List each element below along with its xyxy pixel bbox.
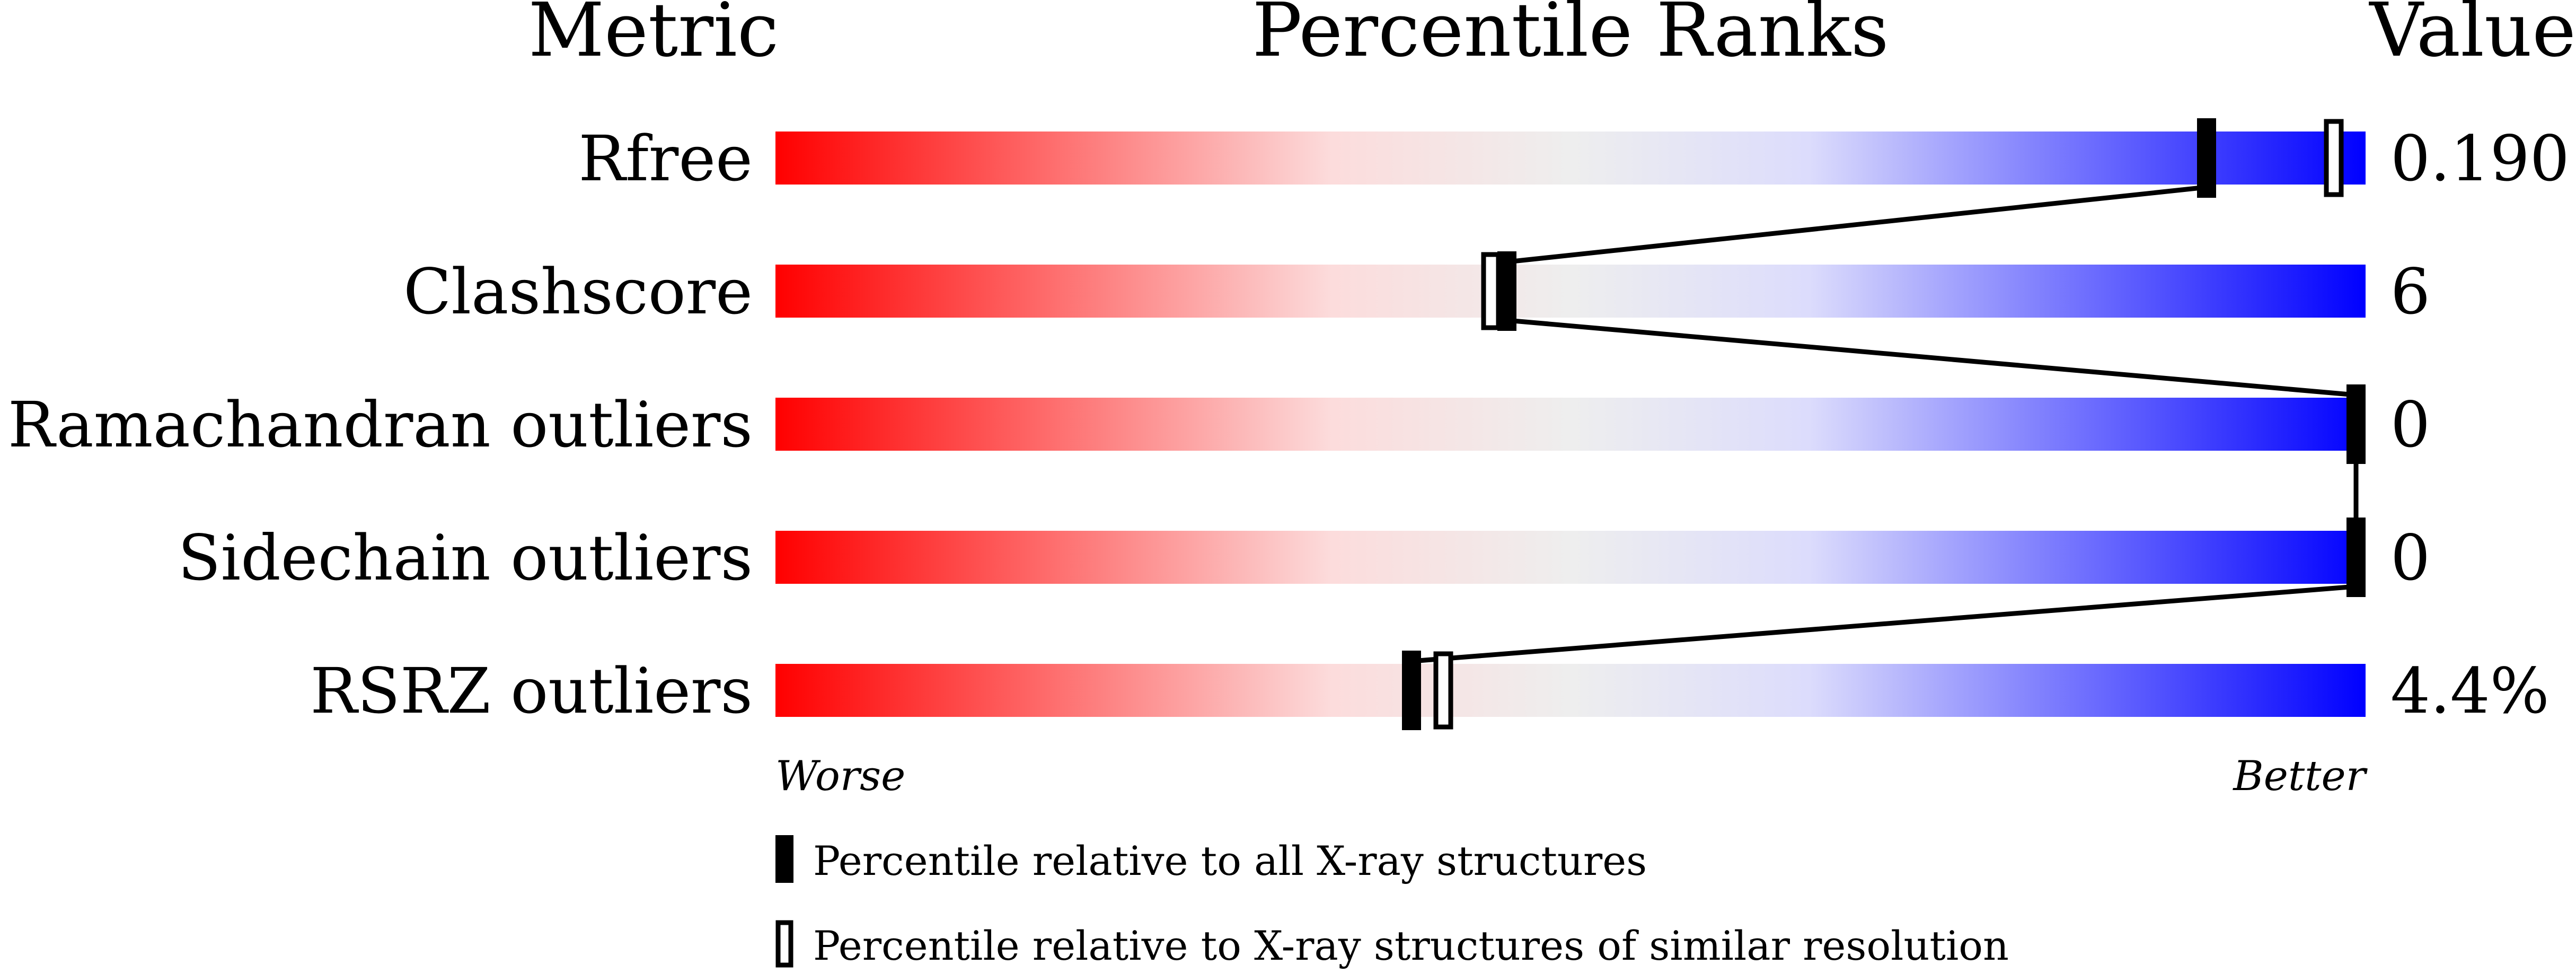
connector-line [1411, 584, 2357, 664]
marker-all-structures [2346, 518, 2366, 597]
metric-label: Ramachandran outliers [8, 388, 753, 461]
marker-similar-resolution [1481, 252, 1501, 330]
legend-filled-marker [775, 835, 793, 883]
percentile-bar [775, 531, 2366, 584]
header-value: Value [2368, 0, 2576, 74]
percentile-bar [775, 265, 2366, 318]
percentile-bar [775, 398, 2366, 451]
marker-all-structures [1402, 651, 1421, 730]
legend-label-all: Percentile relative to all X-ray structu… [813, 837, 1647, 884]
header-percentile: Percentile Ranks [1252, 0, 1889, 74]
connector-line [1506, 318, 2357, 398]
header-metric: Metric [528, 0, 779, 74]
metric-value: 0 [2390, 521, 2430, 594]
marker-all-structures [2346, 384, 2366, 464]
metric-label: Clashscore [403, 255, 753, 328]
metric-label: Sidechain outliers [178, 521, 753, 594]
metric-value: 6 [2390, 255, 2430, 328]
legend-label-similar: Percentile relative to X-ray structures … [813, 922, 2009, 969]
metric-value: 4.4% [2390, 654, 2549, 727]
marker-similar-resolution [1433, 651, 1453, 730]
marker-all-structures [2197, 118, 2216, 198]
marker-all-structures [1497, 251, 1516, 331]
connector-line [1506, 185, 2207, 265]
axis-label-worse: Worse [775, 752, 905, 800]
metric-label: RSRZ outliers [310, 654, 753, 727]
metric-label: Rfree [578, 122, 753, 195]
marker-similar-resolution [2324, 119, 2344, 197]
percentile-bar [775, 664, 2366, 717]
percentile-bar [775, 132, 2366, 185]
axis-label-better: Better [2232, 752, 2368, 800]
metric-value: 0 [2390, 388, 2430, 461]
metric-value: 0.190 [2390, 122, 2570, 195]
legend-open-marker [775, 920, 793, 968]
